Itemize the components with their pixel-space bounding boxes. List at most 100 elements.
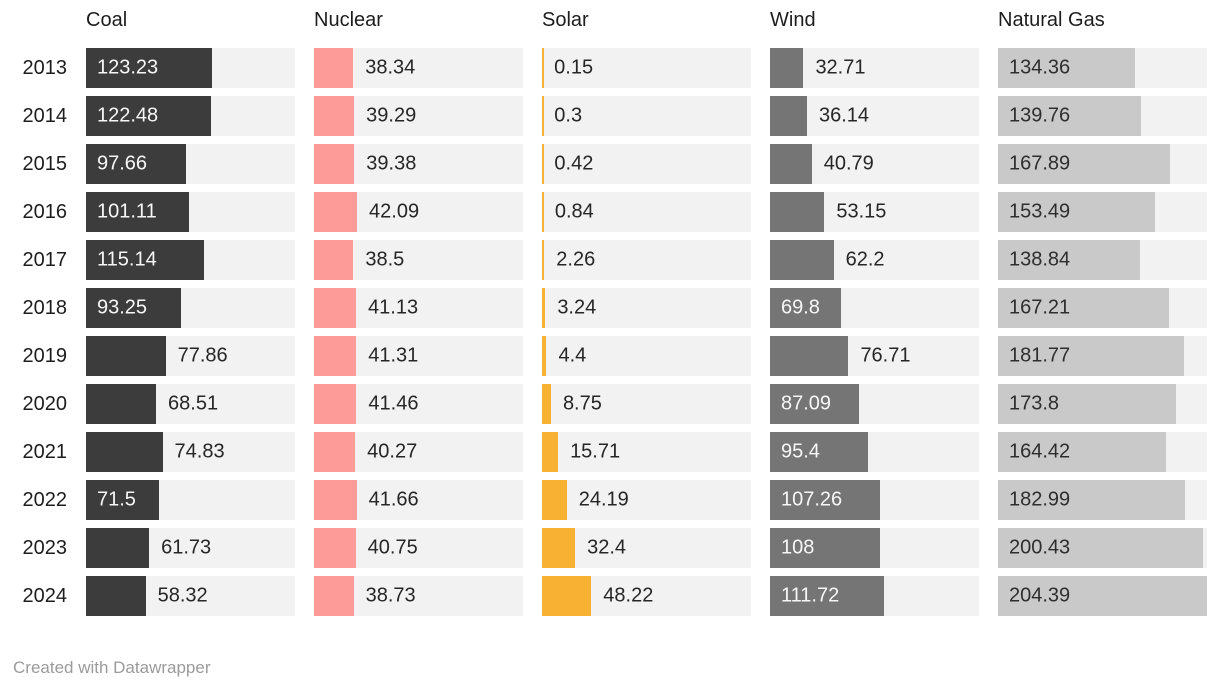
bar-track-natural-gas-2021: 164.42 <box>998 432 1207 472</box>
row-label-2017: 2017 <box>22 248 68 271</box>
bar-track-nuclear-2016: 42.09 <box>314 192 523 232</box>
bar-natural-gas-2016 <box>998 192 1155 232</box>
bar-natural-gas-2018 <box>998 288 1169 328</box>
row-label-2022: 2022 <box>22 488 68 511</box>
bar-track-coal-2021: 74.83 <box>86 432 295 472</box>
bar-track-wind-2023: 108 <box>770 528 979 568</box>
bar-track-nuclear-2023: 40.75 <box>314 528 523 568</box>
bar-value-label: 95.4 <box>781 440 820 463</box>
bar-value-label: 8.75 <box>562 392 602 415</box>
bar-natural-gas-2015 <box>998 144 1170 184</box>
bar-wind-2013 <box>770 48 804 88</box>
bar-value-label: 167.89 <box>1009 152 1071 175</box>
bar-nuclear-2013 <box>314 48 354 88</box>
bar-wind-2017 <box>770 240 834 280</box>
bar-value-label: 115.14 <box>97 248 157 271</box>
bar-wind-2020 <box>770 384 860 424</box>
bar-track-nuclear-2015: 39.38 <box>314 144 523 184</box>
bar-value-label: 38.73 <box>365 584 416 607</box>
bar-value-label: 41.46 <box>368 392 419 415</box>
bar-solar-2022 <box>542 480 567 520</box>
bar-wind-2015 <box>770 144 812 184</box>
bar-solar-2021 <box>542 432 559 472</box>
bar-nuclear-2019 <box>314 336 357 376</box>
bar-coal-2016 <box>86 192 190 232</box>
column-header-nuclear: Nuclear <box>314 8 383 31</box>
bar-value-label: 39.29 <box>366 104 417 127</box>
bar-track-coal-2019: 77.86 <box>86 336 295 376</box>
bar-coal-2023 <box>86 528 150 568</box>
bar-value-label: 42.09 <box>369 200 420 223</box>
bar-track-natural-gas-2020: 173.8 <box>998 384 1207 424</box>
bar-wind-2024 <box>770 576 885 616</box>
bar-track-coal-2018: 93.25 <box>86 288 295 328</box>
bar-track-solar-2015: 0.42 <box>542 144 751 184</box>
bar-value-label: 58.32 <box>157 584 208 607</box>
bar-track-nuclear-2021: 40.27 <box>314 432 523 472</box>
bar-value-label: 200.43 <box>1009 536 1071 559</box>
bar-coal-2022 <box>86 480 160 520</box>
column-header-coal: Coal <box>86 8 128 31</box>
bar-track-nuclear-2014: 39.29 <box>314 96 523 136</box>
bar-track-natural-gas-2019: 181.77 <box>998 336 1207 376</box>
bar-track-solar-2023: 32.4 <box>542 528 751 568</box>
bar-track-natural-gas-2024: 204.39 <box>998 576 1207 616</box>
bar-value-label: 71.5 <box>97 488 136 511</box>
bar-value-label: 111.72 <box>781 584 840 607</box>
bar-value-label: 69.8 <box>781 296 820 319</box>
bar-value-label: 41.66 <box>368 488 419 511</box>
bar-natural-gas-2024 <box>998 576 1207 616</box>
bar-value-label: 38.5 <box>365 248 405 271</box>
bar-value-label: 167.21 <box>1009 296 1071 319</box>
bar-solar-2018 <box>542 288 546 328</box>
bar-track-natural-gas-2022: 182.99 <box>998 480 1207 520</box>
bar-track-coal-2020: 68.51 <box>86 384 295 424</box>
row-label-2019: 2019 <box>22 344 68 367</box>
bar-value-label: 4.4 <box>558 344 587 367</box>
row-label-2023: 2023 <box>22 536 68 559</box>
bar-track-solar-2017: 2.26 <box>542 240 751 280</box>
bar-value-label: 173.8 <box>1009 392 1060 415</box>
bar-solar-2020 <box>542 384 551 424</box>
bar-track-coal-2016: 101.11 <box>86 192 295 232</box>
bar-value-label: 87.09 <box>781 392 832 415</box>
bar-coal-2019 <box>86 336 166 376</box>
bar-track-wind-2015: 40.79 <box>770 144 979 184</box>
bar-value-label: 123.23 <box>97 56 159 79</box>
bar-coal-2021 <box>86 432 163 472</box>
bar-coal-2014 <box>86 96 212 136</box>
bar-value-label: 93.25 <box>97 296 148 319</box>
bar-value-label: 134.36 <box>1009 56 1071 79</box>
bar-wind-2016 <box>770 192 825 232</box>
bar-track-wind-2019: 76.71 <box>770 336 979 376</box>
bar-natural-gas-2020 <box>998 384 1176 424</box>
bar-nuclear-2014 <box>314 96 355 136</box>
bar-track-natural-gas-2015: 167.89 <box>998 144 1207 184</box>
bar-natural-gas-2013 <box>998 48 1136 88</box>
bar-value-label: 153.49 <box>1009 200 1071 223</box>
bar-value-label: 41.31 <box>368 344 419 367</box>
bar-track-wind-2018: 69.8 <box>770 288 979 328</box>
bar-track-nuclear-2017: 38.5 <box>314 240 523 280</box>
bar-value-label: 41.13 <box>368 296 419 319</box>
bar-coal-2017 <box>86 240 204 280</box>
bar-value-label: 0.42 <box>554 152 594 175</box>
bar-value-label: 108 <box>781 536 815 559</box>
bar-wind-2023 <box>770 528 881 568</box>
bar-value-label: 40.79 <box>823 152 874 175</box>
datawrapper-attribution[interactable]: Created with Datawrapper <box>13 658 211 677</box>
bar-natural-gas-2021 <box>998 432 1167 472</box>
row-label-2013: 2013 <box>22 56 68 79</box>
bar-value-label: 76.71 <box>860 344 911 367</box>
bar-wind-2021 <box>770 432 868 472</box>
bar-coal-2015 <box>86 144 186 184</box>
bar-value-label: 61.73 <box>161 536 212 559</box>
bar-wind-2014 <box>770 96 807 136</box>
row-label-2020: 2020 <box>22 392 68 415</box>
bar-solar-2019 <box>542 336 547 376</box>
bar-value-label: 164.42 <box>1009 440 1071 463</box>
bar-value-label: 40.75 <box>367 536 418 559</box>
bar-nuclear-2023 <box>314 528 356 568</box>
bar-value-label: 38.34 <box>365 56 416 79</box>
